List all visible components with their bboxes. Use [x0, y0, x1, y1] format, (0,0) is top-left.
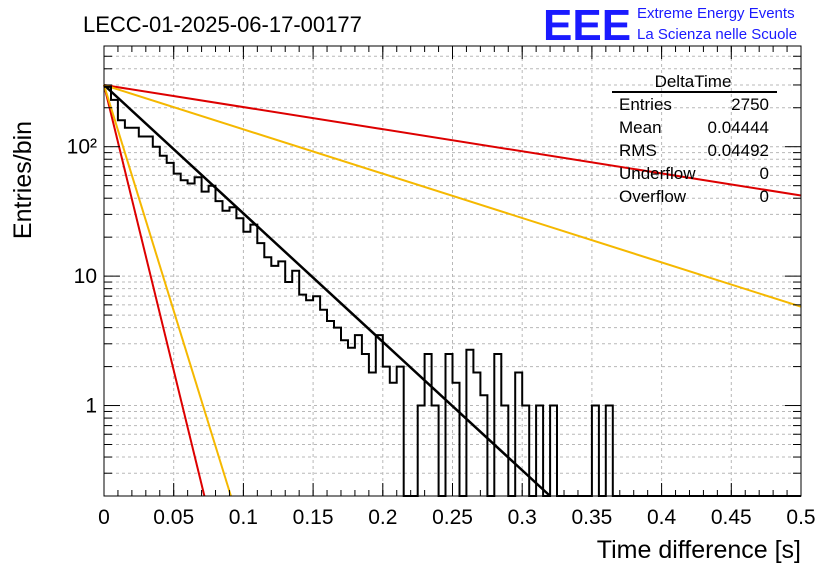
logo-line2: La Scienza nelle Scuole [637, 26, 797, 43]
x-tick-label: 0.35 [571, 506, 612, 529]
stats-box: DeltaTime Entries 2750 Mean 0.04444 RMS 0.044… [612, 72, 777, 206]
stats-label: Underflow [619, 164, 696, 183]
stats-value: 0.04492 [708, 141, 769, 160]
logo-line1: Extreme Energy Events [637, 5, 795, 22]
histogram-outline [104, 85, 801, 497]
series-line-0 [103, 84, 551, 497]
grid [104, 45, 801, 497]
stats-value: 0.04444 [708, 118, 769, 137]
series-line-1 [103, 84, 802, 197]
histogram-layer [104, 85, 801, 497]
x-tick-label: 0.2 [368, 506, 397, 529]
x-tick-label: 0.05 [153, 506, 194, 529]
x-axis-label: Time difference [s] [597, 536, 801, 564]
x-tick-label: 0.4 [647, 506, 677, 529]
y-axis-label: Entries/bin [9, 121, 37, 239]
x-tick-label: 0.45 [711, 506, 752, 529]
stats-value: 0 [760, 164, 769, 183]
x-tick-label: 0.25 [432, 506, 473, 529]
x-tick-label: 0.15 [293, 506, 334, 529]
y-tick-label: 10 [74, 265, 97, 288]
stats-label: Entries [619, 95, 672, 114]
series-layer [103, 84, 802, 497]
stats-label: Overflow [619, 187, 687, 206]
x-tick-label: 0.3 [508, 506, 537, 529]
series-line-2 [103, 84, 802, 308]
x-tick-label: 0.1 [229, 506, 258, 529]
axis-ticks [103, 45, 802, 497]
stats-value: 2750 [731, 95, 769, 114]
stats-value: 0 [760, 187, 769, 206]
x-tick-label: 0 [98, 506, 110, 529]
stats-name: DeltaTime [655, 72, 732, 91]
logo-mark: EEE [543, 1, 631, 50]
series-line-3 [103, 84, 206, 497]
y-tick-labels: 1 10 10² [67, 136, 97, 418]
y-tick-label: 1 [85, 395, 97, 418]
stats-label: Mean [619, 118, 662, 137]
y-tick-label: 10² [67, 136, 97, 159]
stats-label: RMS [619, 141, 657, 160]
series-line-4 [103, 84, 232, 497]
x-tick-label: 0.5 [786, 506, 815, 529]
plot-title: LECC-01-2025-06-17-00177 [83, 12, 362, 37]
x-tick-labels: 0 0.05 0.1 0.15 0.2 0.25 0.3 0.35 0.4 0.45 0.5 [98, 506, 815, 529]
eee-logo: EEE Extreme Energy Events La Scienza nel… [543, 1, 797, 50]
